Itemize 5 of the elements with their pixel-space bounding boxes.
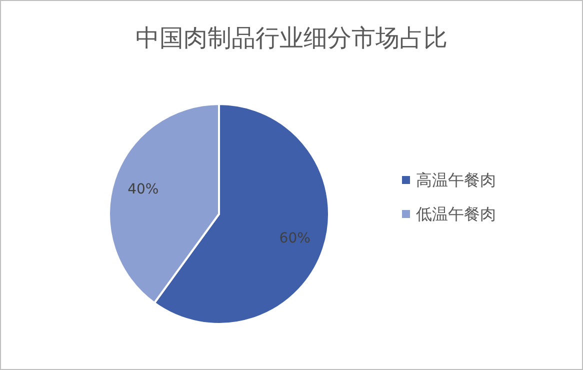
chart-title: 中国肉制品行业细分市场占比 (136, 24, 448, 52)
legend-label: 低温午餐肉 (416, 204, 496, 224)
legend-label: 高温午餐肉 (416, 170, 496, 190)
data-label: 40% (128, 181, 159, 198)
data-label: 60% (279, 230, 310, 247)
